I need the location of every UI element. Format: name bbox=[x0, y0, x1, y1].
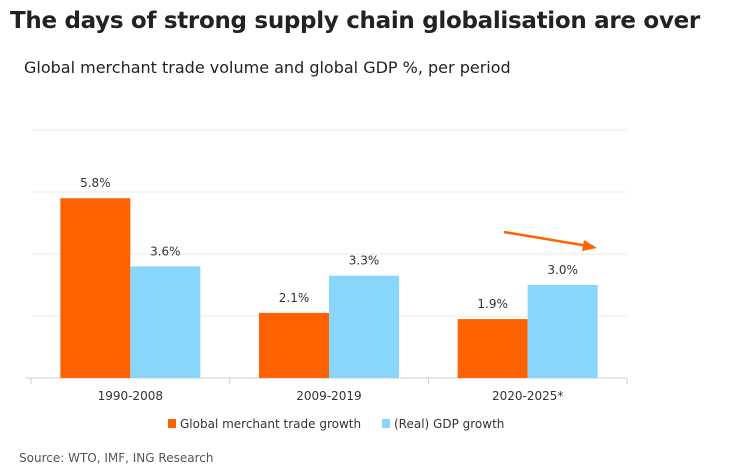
data-label: 1.9% bbox=[477, 297, 508, 311]
legend-label: Global merchant trade growth bbox=[180, 417, 361, 431]
legend-swatch bbox=[382, 419, 390, 428]
data-label: 3.6% bbox=[150, 244, 181, 258]
bar bbox=[259, 312, 329, 378]
chart-title: The days of strong supply chain globalis… bbox=[10, 8, 700, 34]
trend-arrow-head-icon bbox=[582, 240, 597, 251]
data-label: 5.8% bbox=[80, 176, 111, 190]
trend-arrow-line bbox=[503, 230, 589, 248]
data-label: 3.3% bbox=[349, 254, 380, 268]
source-note: Source: WTO, IMF, ING Research bbox=[19, 451, 214, 465]
legend-swatch bbox=[168, 419, 176, 428]
data-label: 2.1% bbox=[279, 291, 310, 305]
x-tick-label: 1990-2008 bbox=[98, 389, 163, 403]
x-tick-label: 2009-2019 bbox=[296, 389, 361, 403]
bar bbox=[130, 266, 201, 378]
data-label: 3.0% bbox=[547, 263, 578, 277]
bar bbox=[329, 275, 399, 378]
x-tick-label: 2020-2025* bbox=[492, 389, 563, 403]
bar bbox=[527, 285, 598, 378]
bar bbox=[60, 198, 131, 378]
legend-label: (Real) GDP growth bbox=[394, 417, 504, 431]
chart-subtitle: Global merchant trade volume and global … bbox=[24, 58, 511, 77]
bar bbox=[457, 319, 528, 378]
